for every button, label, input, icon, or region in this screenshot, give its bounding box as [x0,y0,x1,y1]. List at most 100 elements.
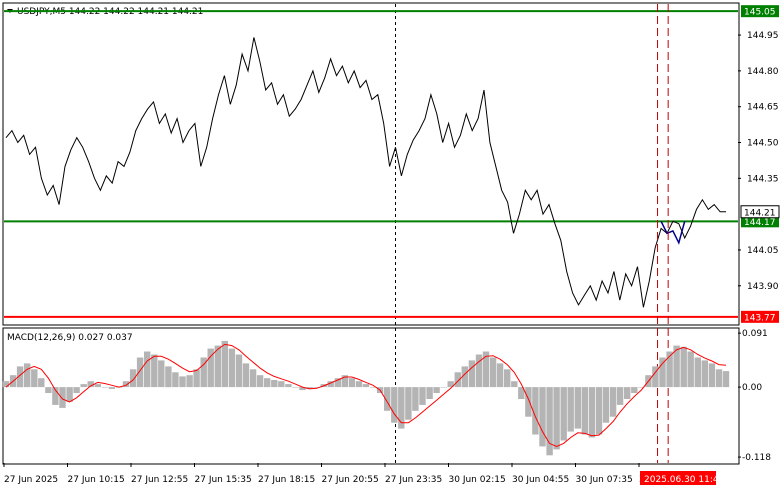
time-tick-label: 27 Jun 2025 [4,475,58,485]
macd-histogram-bar [518,387,525,399]
macd-histogram-bar [2,381,10,388]
macd-histogram-bar [94,384,101,388]
time-tick-label: 27 Jun 20:55 [322,475,379,485]
current-price-label: 144.21 [744,208,776,218]
macd-histogram-bar [405,387,412,420]
macd-histogram-bar [581,387,588,435]
macd-histogram-bar [348,378,356,388]
time-tick-label: 27 Jun 12:55 [131,475,188,485]
macd-histogram-bar [680,346,687,388]
macd-histogram-bar [235,354,243,388]
macd-histogram-bar [539,387,546,447]
macd-histogram-bar [440,387,447,388]
macd-histogram-bar [595,387,603,435]
price-axis: 145.05 144.17 143.77 144.95 144.80 144.65 144.… [738,5,780,323]
macd-histogram-bar [412,387,419,411]
macd-histogram-bar [52,387,59,405]
macd-title: MACD(12,26,9) 0.027 0.037 [7,333,133,343]
time-highlight-badge [640,471,716,485]
macd-histogram-bar [327,381,334,388]
macd-histogram-bar [631,387,638,393]
time-tick-label: 27 Jun 18:15 [258,475,315,485]
macd-histogram-bar [673,345,680,388]
macd-histogram-bar [355,381,363,388]
macd-histogram-bar [16,366,24,388]
macd-histogram-bar [242,363,250,388]
macd-histogram-bar [129,369,137,388]
macd-histogram-bar [511,381,518,388]
macd-axis: 0.091 0.00 -0.118 [738,329,771,463]
macd-histogram-bar [489,357,497,388]
macd-histogram-bar [525,387,532,417]
macd-histogram-bar [652,366,659,388]
macd-histogram-bar [398,387,405,429]
macd-histogram-bar [24,363,31,388]
price-level-label: 145.05 [744,8,776,18]
time-highlight-label: 2025.06.30 11:45 [644,475,724,485]
macd-histogram-bar [574,387,581,429]
macd-histogram-bar [532,387,539,435]
price-tick-label: 144.35 [747,174,779,184]
macd-histogram-bar [468,360,476,388]
macd-histogram-bar [165,366,172,388]
macd-histogram-bar [666,351,673,388]
macd-tick-label: 0.091 [742,329,768,339]
macd-pane [2,327,740,465]
price-level-badge [741,215,779,228]
macd-histogram-bar [108,387,116,389]
macd-histogram-bar [560,387,567,441]
macd-histogram-bar [433,387,440,393]
macd-histogram-bar [122,381,130,388]
macd-histogram-bar [292,387,299,388]
macd-histogram-bar [271,380,278,388]
macd-histogram-bar [496,363,504,388]
macd-histogram-bar [193,369,200,388]
macd-histogram-bar [609,387,617,417]
macd-histogram-bar [588,387,596,438]
time-axis: 27 Jun 2025 27 Jun 10:15 27 Jun 12:55 27 Ju… [3,463,724,485]
macd-series [2,340,730,456]
price-level-badge [741,310,779,323]
price-level-label: 143.77 [744,313,776,323]
price-tick-label: 144.50 [747,139,779,149]
macd-histogram-bar [553,387,560,450]
highlighted-segment [660,220,686,245]
macd-histogram-bar [454,372,461,388]
macd-histogram-bar [87,381,94,388]
macd-histogram-bar [624,387,631,399]
macd-histogram-bar [369,387,377,388]
macd-histogram-bar [391,387,398,423]
macd-histogram-bar [278,381,285,388]
macd-histogram-bar [221,340,228,388]
price-level-label: 144.17 [744,218,776,228]
macd-histogram-bar [313,387,320,388]
macd-histogram-bar [299,387,306,391]
time-tick-label: 27 Jun 15:35 [195,475,252,485]
macd-histogram-bar [638,387,645,388]
time-tick-label: 27 Jun 23:35 [385,475,442,485]
macd-histogram-bar [694,357,701,388]
macd-histogram-bar [306,387,313,389]
macd-histogram-bar [38,378,45,388]
macd-histogram-bar [546,387,553,456]
macd-histogram-bar [264,378,271,388]
price-tick-label: 144.80 [747,67,779,77]
time-tick-label: 27 Jun 10:15 [68,475,125,485]
macd-histogram-bar [504,369,511,388]
macd-histogram-bar [228,348,236,388]
price-series [5,37,726,308]
macd-histogram-bar [715,369,723,388]
macd-histogram-bar [31,369,38,388]
macd-histogram-bar [687,351,694,388]
macd-histogram-bar [708,363,716,388]
macd-histogram-bar [73,387,80,393]
price-tick-label: 144.95 [747,31,779,41]
macd-histogram-bar [256,375,264,388]
macd-histogram-bar [384,387,391,411]
macd-histogram-bar [101,387,108,388]
macd-histogram-bar [207,348,214,388]
macd-histogram-bar [285,384,292,388]
macd-histogram-bar [567,387,574,432]
macd-histogram-bar [151,354,158,388]
